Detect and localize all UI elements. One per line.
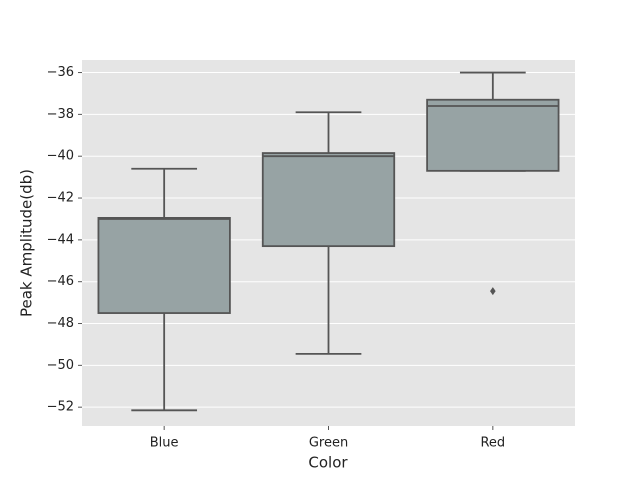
x-tick-label: Red (480, 436, 505, 451)
flier (490, 287, 496, 296)
y-tick-label: −36 (47, 65, 74, 80)
y-tick-label: −44 (47, 232, 74, 247)
y-axis-label: Peak Amplitude(db) (18, 169, 36, 317)
y-tick-label: −52 (47, 400, 74, 415)
whisker-low (295, 246, 362, 355)
y-tick-label: −46 (47, 274, 74, 289)
y-tick-label: −42 (47, 191, 74, 206)
box (97, 217, 231, 314)
whisker-high (295, 111, 362, 154)
whisker-high (459, 71, 526, 100)
x-tick-label: Green (309, 436, 348, 451)
x-axis-label: Color (308, 454, 348, 472)
y-tick-label: −50 (47, 358, 74, 373)
x-tick-label: Blue (150, 436, 179, 451)
y-tick-label: −40 (47, 149, 74, 164)
y-tick-label: −38 (47, 107, 74, 122)
box (261, 152, 396, 248)
whisker-low (131, 313, 198, 412)
y-tick-label: −48 (47, 316, 74, 331)
box (426, 98, 560, 172)
whisker-high (131, 167, 198, 218)
